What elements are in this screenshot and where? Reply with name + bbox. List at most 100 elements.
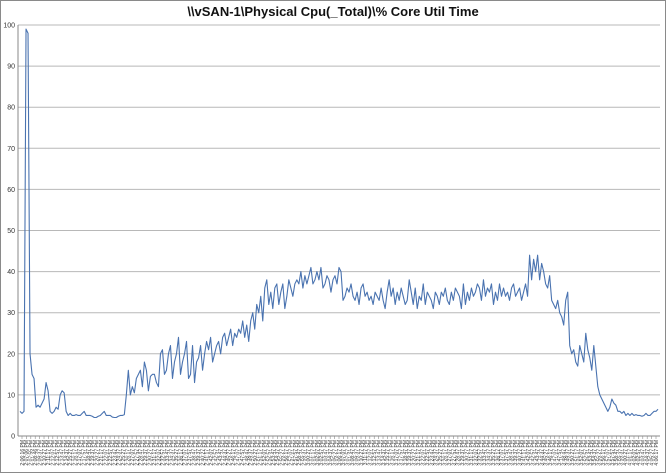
x-tick-label: 2:32:07 PM bbox=[156, 440, 162, 466]
x-tick-label: 2:37:07 PM bbox=[183, 440, 189, 466]
y-tick-label: 50 bbox=[7, 228, 15, 235]
x-tick-label: 3:22:57 PM bbox=[425, 440, 431, 466]
y-tick-label: 20 bbox=[7, 351, 15, 358]
x-tick-label: 3:33:47 PM bbox=[482, 440, 488, 466]
chart-title: \\vSAN-1\Physical Cpu(_Total)\% Core Uti… bbox=[187, 4, 479, 19]
x-tick-label: 2:08:46 PM bbox=[33, 440, 39, 466]
y-axis: 0 10 20 30 40 50 60 70 80 90 100 bbox=[3, 23, 19, 441]
x-tick-label: 2:06:16 PM bbox=[20, 440, 26, 466]
x-tick-label: 3:34:37 PM bbox=[486, 440, 492, 466]
x-tick-label: 3:45:27 PM bbox=[544, 440, 550, 466]
x-tick-label: 2:18:47 PM bbox=[86, 440, 92, 466]
x-tick-label: 2:09:37 PM bbox=[37, 440, 43, 466]
x-tick-label: 2:34:37 PM bbox=[169, 440, 175, 466]
x-tick-label: 4:02:07 PM bbox=[632, 440, 638, 466]
x-tick-label: 2:25:27 PM bbox=[121, 440, 127, 466]
x-tick-label: 2:23:47 PM bbox=[112, 440, 118, 466]
x-tick-label: 3:27:07 PM bbox=[447, 440, 453, 466]
x-tick-label: 2:35:27 PM bbox=[174, 440, 180, 466]
x-tick-label: 2:32:57 PM bbox=[161, 440, 167, 466]
x-tick-label: 2:55:27 PM bbox=[280, 440, 286, 466]
x-tick-label: 3:51:17 PM bbox=[575, 440, 581, 466]
x-tick-label: 3:48:47 PM bbox=[561, 440, 567, 466]
x-tick-label: 3:56:17 PM bbox=[601, 440, 607, 466]
x-tick-label: 3:07:07 PM bbox=[341, 440, 347, 466]
x-tick-label: 2:51:17 PM bbox=[258, 440, 264, 466]
x-tick-label: 3:43:47 PM bbox=[535, 440, 541, 466]
x-tick-label: 3:52:57 PM bbox=[583, 440, 589, 466]
x-tick-label: 2:19:37 PM bbox=[90, 440, 96, 466]
x-tick-label: 2:24:37 PM bbox=[117, 440, 123, 466]
x-tick-label: 3:57:57 PM bbox=[610, 440, 616, 466]
x-tick-label: 2:41:17 PM bbox=[205, 440, 211, 466]
y-tick-label: 70 bbox=[7, 146, 15, 153]
x-tick-label: 3:53:47 PM bbox=[588, 440, 594, 466]
x-tick-label: 3:27:57 PM bbox=[451, 440, 457, 466]
x-tick-label: 3:25:27 PM bbox=[438, 440, 444, 466]
x-tick-label: 2:40:27 PM bbox=[200, 440, 206, 466]
x-tick-label: 2:15:27 PM bbox=[68, 440, 74, 466]
x-tick-label: 2:07:06 PM bbox=[24, 440, 30, 466]
x-tick-label: 2:14:37 PM bbox=[64, 440, 70, 466]
x-tick-label: 3:29:37 PM bbox=[460, 440, 466, 466]
x-tick-label: 2:17:57 PM bbox=[81, 440, 87, 466]
x-tick-label: 2:52:57 PM bbox=[266, 440, 272, 466]
x-tick-label: 2:27:57 PM bbox=[134, 440, 140, 466]
x-tick-label: 2:07:55 PM bbox=[29, 440, 35, 466]
x-tick-label: 3:37:07 PM bbox=[500, 440, 506, 466]
y-tick-label: 100 bbox=[3, 23, 15, 30]
y-tick-label: 0 bbox=[11, 434, 15, 441]
x-tick-label: 3:44:37 PM bbox=[539, 440, 545, 466]
x-tick-label: 3:17:57 PM bbox=[398, 440, 404, 466]
x-tick-label: 2:45:27 PM bbox=[227, 440, 233, 466]
x-tick-label: 4:03:47 PM bbox=[641, 440, 647, 466]
x-tick-label: 3:37:57 PM bbox=[504, 440, 510, 466]
x-tick-label: 3:55:27 PM bbox=[597, 440, 603, 466]
x-tick-label: 2:50:27 PM bbox=[253, 440, 259, 466]
x-tick-label: 2:47:57 PM bbox=[240, 440, 246, 466]
x-tick-label: 3:17:07 PM bbox=[394, 440, 400, 466]
y-tick-label: 60 bbox=[7, 187, 15, 194]
x-tick-label: 3:10:27 PM bbox=[359, 440, 365, 466]
x-tick-label: 2:48:47 PM bbox=[244, 440, 250, 466]
x-tick-label: 3:03:47 PM bbox=[324, 440, 330, 466]
grid-lines bbox=[18, 24, 660, 437]
x-tick-label: 3:23:47 PM bbox=[429, 440, 435, 466]
x-tick-label: 3:28:47 PM bbox=[456, 440, 462, 466]
y-tick-label: 40 bbox=[7, 269, 15, 276]
x-tick-label: 2:53:47 PM bbox=[271, 440, 277, 466]
x-tick-label: 4:06:17 PM bbox=[654, 440, 660, 466]
x-tick-label: 3:19:37 PM bbox=[407, 440, 413, 466]
x-tick-label: 2:57:57 PM bbox=[293, 440, 299, 466]
x-tick-label: 3:20:27 PM bbox=[412, 440, 418, 466]
y-tick-label: 90 bbox=[7, 64, 15, 71]
x-tick-label: 3:06:17 PM bbox=[337, 440, 343, 466]
x-tick-label: 3:31:17 PM bbox=[469, 440, 475, 466]
x-tick-label: 3:16:17 PM bbox=[390, 440, 396, 466]
x-tick-label: 2:39:37 PM bbox=[196, 440, 202, 466]
x-tick-label: 3:47:07 PM bbox=[553, 440, 559, 466]
x-tick-label: 3:24:37 PM bbox=[434, 440, 440, 466]
x-tick-label: 2:30:27 PM bbox=[147, 440, 153, 466]
x-tick-label: 3:21:17 PM bbox=[416, 440, 422, 466]
x-tick-label: 3:38:47 PM bbox=[509, 440, 515, 466]
x-tick-label: 3:18:47 PM bbox=[403, 440, 409, 466]
series-line bbox=[19, 28, 659, 419]
x-tick-label: 2:10:27 PM bbox=[42, 440, 48, 466]
x-tick-label: 2:43:47 PM bbox=[218, 440, 224, 466]
x-tick-label: 3:57:07 PM bbox=[605, 440, 611, 466]
x-tick-label: 2:17:07 PM bbox=[77, 440, 83, 466]
x-tick-label: 3:35:27 PM bbox=[491, 440, 497, 466]
x-tick-label: 3:05:27 PM bbox=[332, 440, 338, 466]
x-tick-label: 2:59:37 PM bbox=[302, 440, 308, 466]
x-tick-label: 3:58:47 PM bbox=[614, 440, 620, 466]
x-tick-label: 3:32:57 PM bbox=[478, 440, 484, 466]
y-tick-label: 30 bbox=[7, 310, 15, 317]
x-tick-label: 3:07:57 PM bbox=[346, 440, 352, 466]
x-tick-label: 3:40:27 PM bbox=[517, 440, 523, 466]
x-tick-label: 4:04:37 PM bbox=[645, 440, 651, 466]
x-tick-label: 3:30:27 PM bbox=[464, 440, 470, 466]
x-tick-label: 3:54:37 PM bbox=[592, 440, 598, 466]
x-tick-label: 2:29:37 PM bbox=[143, 440, 149, 466]
